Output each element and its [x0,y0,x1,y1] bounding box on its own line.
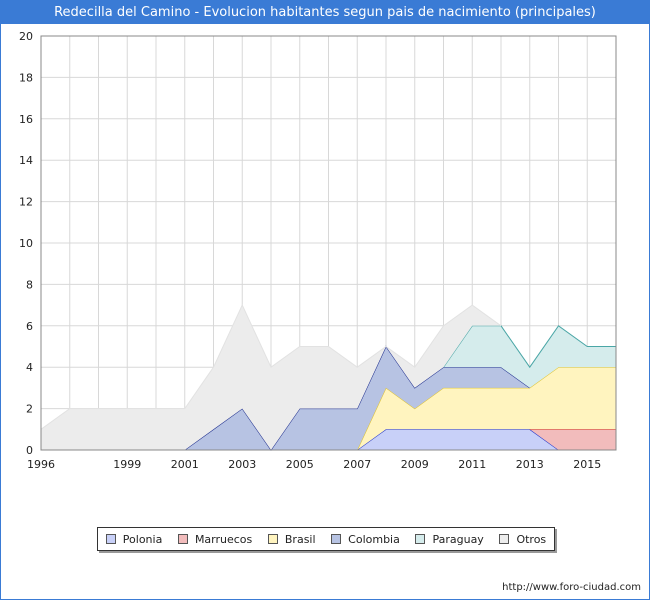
x-tick-label: 2007 [343,458,371,471]
y-tick-label: 10 [19,237,33,250]
legend-item-otros: Otros [499,533,546,546]
area-paraguay [41,325,616,450]
legend-swatch [177,534,188,544]
plot-border [40,35,617,451]
y-tick-label: 20 [19,30,33,43]
y-tick-label: 6 [26,320,33,333]
x-tick-label: 2001 [171,458,199,471]
legend-label: Brasil [284,532,316,546]
legend-swatch [499,534,510,544]
legend-swatch [267,534,278,544]
legend-item-polonia: Polonia [105,532,163,546]
axes: 0 2 4 6 8 10 12 14 16 18 20 1996 1999 2001 2003 2005 200… [19,30,617,471]
area-marruecos [41,429,616,450]
legend-item-paraguay: Paraguay [415,532,484,546]
x-tick-label: 2011 [458,458,486,471]
legend-item-colombia: Colombia [331,533,400,546]
area-otros [41,305,616,450]
legend: Polonia Marruecos Brasil Colombia Paraguay Ot… [97,527,555,551]
legend-swatch [415,534,426,544]
y-tick-label: 18 [19,71,33,84]
x-tick-label: 2003 [228,458,256,471]
x-tick-label: 1999 [113,458,141,471]
source-link[interactable]: http://www.foro-ciudad.com [502,582,641,593]
y-tick-label: 14 [19,154,33,167]
chart-canvas: 0 2 4 6 8 10 12 14 16 18 20 1996 1999 2001 2003 2005 200… [19,30,617,471]
stacked-areas [40,303,616,451]
x-tick-label: 2015 [573,458,601,471]
legend-label: Colombia [348,532,400,546]
legend-item-brasil: Brasil [267,532,316,546]
y-tick-label: 16 [19,113,33,126]
y-tick-label: 2 [26,403,33,416]
legend-swatch [331,534,342,544]
x-tick-label: 1996 [27,458,55,471]
line-otros [40,303,502,430]
legend-swatch [105,534,116,544]
x-tick-label: 2013 [516,458,544,471]
y-tick-label: 12 [19,196,33,209]
legend-label: Marruecos [194,532,253,546]
area-polonia [41,429,616,450]
legend-item-marruecos: Marruecos [177,532,253,546]
x-tick-label: 2009 [401,458,429,471]
y-tick-label: 4 [26,361,33,374]
chart-title: Redecilla del Camino - Evolucion habitan… [1,1,649,24]
legend-label: Otros [516,532,547,546]
x-tick-label: 2005 [286,458,314,471]
legend-label: Polonia [122,532,163,546]
y-tick-label: 8 [26,278,33,291]
y-tick-label: 0 [26,444,33,457]
area-colombia [41,346,616,450]
legend-label: Paraguay [432,532,484,546]
